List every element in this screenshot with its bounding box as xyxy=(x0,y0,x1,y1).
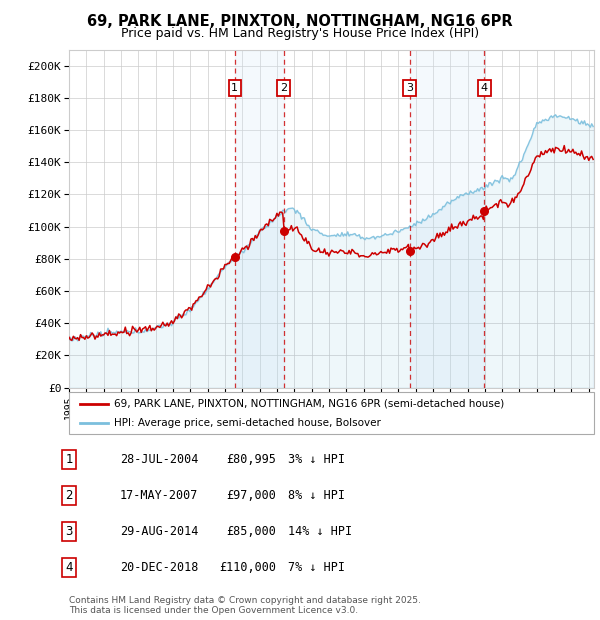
Text: 3: 3 xyxy=(406,83,413,93)
Text: Contains HM Land Registry data © Crown copyright and database right 2025.
This d: Contains HM Land Registry data © Crown c… xyxy=(69,596,421,615)
Text: 4: 4 xyxy=(481,83,488,93)
Text: 3% ↓ HPI: 3% ↓ HPI xyxy=(288,453,345,466)
Text: 7% ↓ HPI: 7% ↓ HPI xyxy=(288,561,345,574)
Text: 8% ↓ HPI: 8% ↓ HPI xyxy=(288,489,345,502)
Text: 69, PARK LANE, PINXTON, NOTTINGHAM, NG16 6PR (semi-detached house): 69, PARK LANE, PINXTON, NOTTINGHAM, NG16… xyxy=(113,399,504,409)
Text: 14% ↓ HPI: 14% ↓ HPI xyxy=(288,525,352,538)
Text: 3: 3 xyxy=(65,525,73,538)
Text: Price paid vs. HM Land Registry's House Price Index (HPI): Price paid vs. HM Land Registry's House … xyxy=(121,27,479,40)
Text: 1: 1 xyxy=(232,83,238,93)
Text: £80,995: £80,995 xyxy=(226,453,276,466)
Text: 28-JUL-2004: 28-JUL-2004 xyxy=(120,453,199,466)
Text: 69, PARK LANE, PINXTON, NOTTINGHAM, NG16 6PR: 69, PARK LANE, PINXTON, NOTTINGHAM, NG16… xyxy=(87,14,513,29)
Text: 29-AUG-2014: 29-AUG-2014 xyxy=(120,525,199,538)
Text: £97,000: £97,000 xyxy=(226,489,276,502)
Text: £110,000: £110,000 xyxy=(219,561,276,574)
Text: 2: 2 xyxy=(280,83,287,93)
Text: 17-MAY-2007: 17-MAY-2007 xyxy=(120,489,199,502)
Bar xyxy=(410,50,484,388)
Text: HPI: Average price, semi-detached house, Bolsover: HPI: Average price, semi-detached house,… xyxy=(113,418,380,428)
Text: 20-DEC-2018: 20-DEC-2018 xyxy=(120,561,199,574)
Bar xyxy=(235,50,284,388)
Text: 4: 4 xyxy=(65,561,73,574)
Text: 2: 2 xyxy=(65,489,73,502)
Text: £85,000: £85,000 xyxy=(226,525,276,538)
Text: 1: 1 xyxy=(65,453,73,466)
